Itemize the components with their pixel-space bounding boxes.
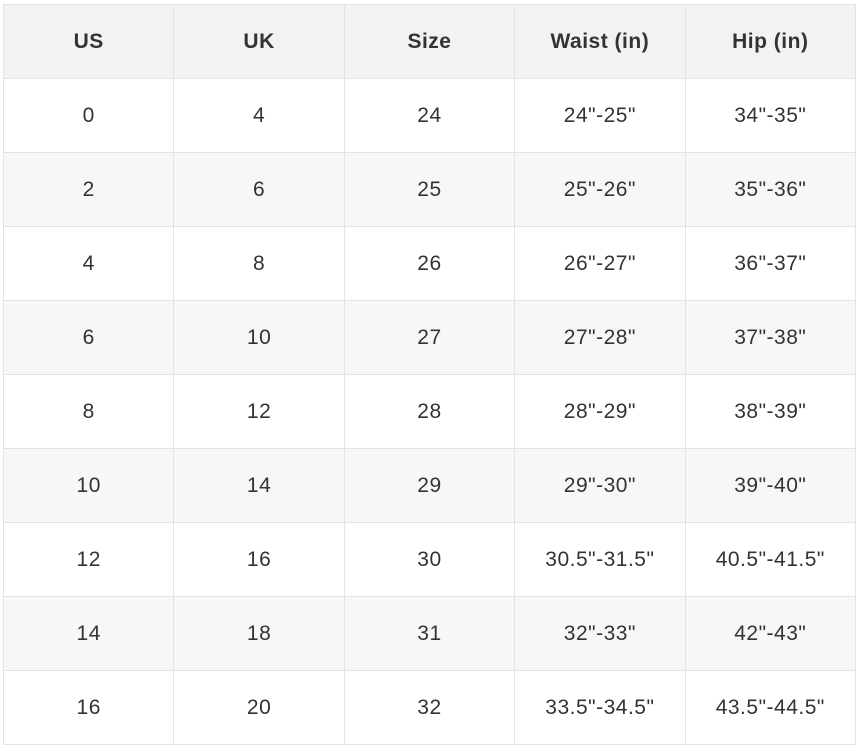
table-row: 16 20 32 33.5"-34.5" 43.5"-44.5" [2,670,857,745]
table-cell: 14 [173,448,345,523]
header-cell: Hip (in) [684,4,857,79]
table-cell: 24"-25" [514,78,686,153]
table-cell: 27 [343,300,516,375]
table-cell: 37"-38" [684,300,857,375]
table-cell: 14 [2,596,175,671]
table-cell: 6 [173,152,345,227]
table-cell: 4 [2,226,175,301]
table-cell: 28 [343,374,516,449]
table-cell: 2 [2,152,175,227]
table-header: US UK Size Waist (in) Hip (in) [2,4,857,79]
table-cell: 4 [173,78,345,153]
table-cell: 31 [343,596,516,671]
table-cell: 28"-29" [514,374,686,449]
table-body: 0 4 24 24"-25" 34"-35" 2 6 25 25"-26" 35"-36" 4 8 26… [2,78,857,745]
table-row: 6 10 27 27"-28" 37"-38" [2,300,857,375]
header-cell: US [2,4,175,79]
table-cell: 35"-36" [684,152,857,227]
table-row: 2 6 25 25"-26" 35"-36" [2,152,857,227]
table-cell: 24 [343,78,516,153]
table-cell: 16 [173,522,345,597]
table-cell: 29"-30" [514,448,686,523]
table-cell: 32"-33" [514,596,686,671]
header-cell: Waist (in) [514,4,686,79]
table-cell: 43.5"-44.5" [684,670,857,745]
table-row: 0 4 24 24"-25" 34"-35" [2,78,857,153]
table-cell: 30.5"-31.5" [514,522,686,597]
table-row: 10 14 29 29"-30" 39"-40" [2,448,857,523]
table-cell: 36"-37" [684,226,857,301]
table-cell: 26 [343,226,516,301]
table-cell: 30 [343,522,516,597]
table-cell: 12 [2,522,175,597]
table-cell: 20 [173,670,345,745]
table-row: 8 12 28 28"-29" 38"-39" [2,374,857,449]
table-cell: 25 [343,152,516,227]
table-cell: 8 [2,374,175,449]
table-cell: 18 [173,596,345,671]
table-cell: 42"-43" [684,596,857,671]
table-cell: 34"-35" [684,78,857,153]
table-cell: 10 [2,448,175,523]
table-cell: 8 [173,226,345,301]
table-cell: 25"-26" [514,152,686,227]
header-row: US UK Size Waist (in) Hip (in) [2,4,857,79]
table-cell: 32 [343,670,516,745]
size-table: US UK Size Waist (in) Hip (in) 0 4 24 24"-25" 34… [2,4,857,745]
table-cell: 39"-40" [684,448,857,523]
header-cell: UK [173,4,345,79]
table-cell: 10 [173,300,345,375]
table-row: 14 18 31 32"-33" 42"-43" [2,596,857,671]
table-row: 4 8 26 26"-27" 36"-37" [2,226,857,301]
table-cell: 38"-39" [684,374,857,449]
table-cell: 12 [173,374,345,449]
header-cell: Size [343,4,516,79]
table-cell: 33.5"-34.5" [514,670,686,745]
table-cell: 40.5"-41.5" [684,522,857,597]
table-cell: 26"-27" [514,226,686,301]
table-cell: 29 [343,448,516,523]
table-row: 12 16 30 30.5"-31.5" 40.5"-41.5" [2,522,857,597]
table-cell: 0 [2,78,175,153]
table-cell: 27"-28" [514,300,686,375]
table-cell: 16 [2,670,175,745]
table-cell: 6 [2,300,175,375]
